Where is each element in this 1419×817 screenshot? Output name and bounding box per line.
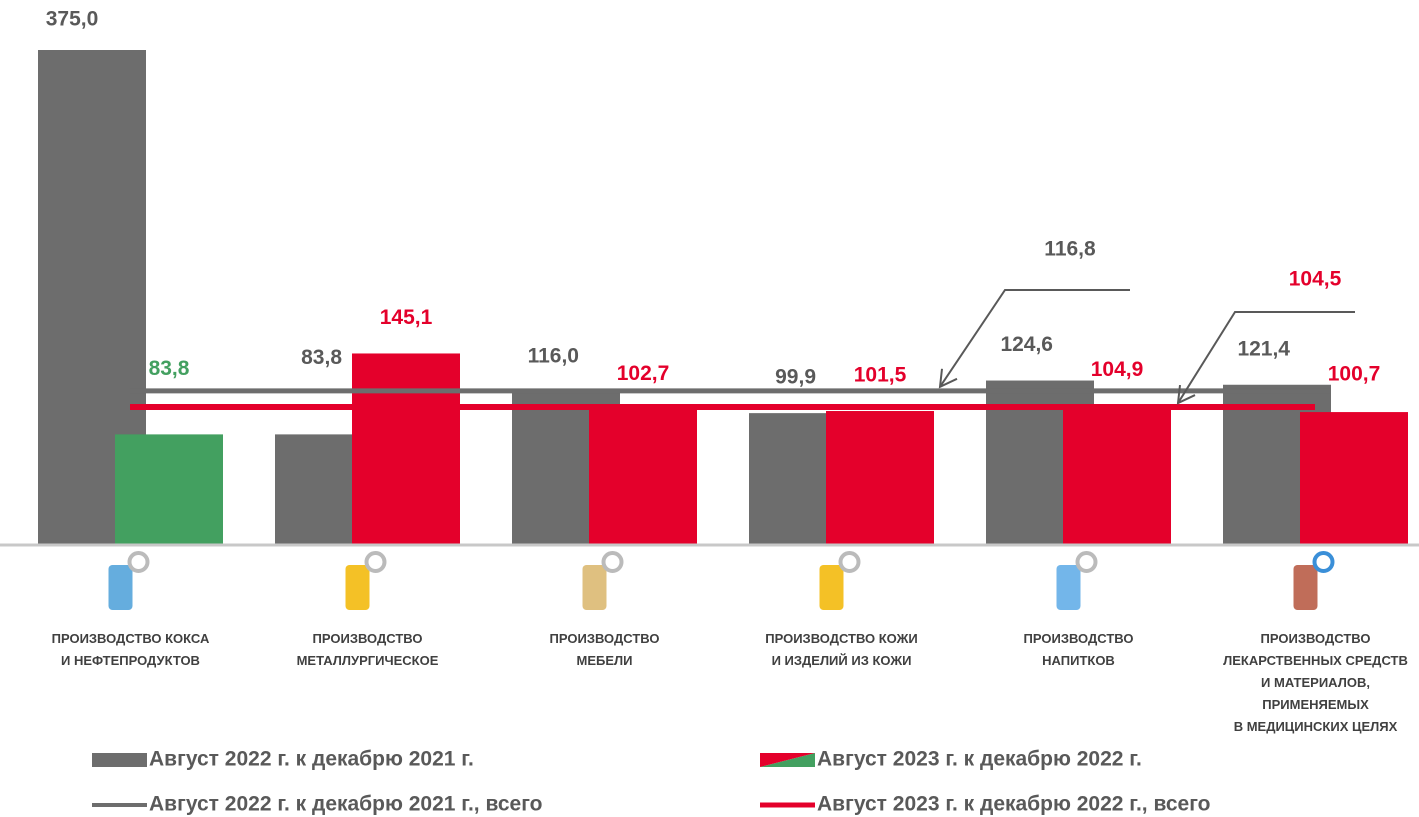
category-line: И МАТЕРИАЛОВ, xyxy=(1261,675,1370,690)
icon xyxy=(1293,565,1318,610)
icon xyxy=(108,565,133,610)
legend-label: Август 2023 г. к декабрю 2022 г., всего xyxy=(817,793,1211,816)
category-line: ПРОИЗВОДСТВО КОКСА xyxy=(52,631,210,646)
bar xyxy=(352,353,460,545)
category-line: ПРИМЕНЯЕМЫХ xyxy=(1262,697,1369,712)
icon-gear xyxy=(364,551,387,573)
icon xyxy=(1056,565,1081,610)
value-label: 145,1 xyxy=(380,306,433,329)
bar xyxy=(589,409,697,545)
icon xyxy=(819,565,844,610)
value-label: 116,0 xyxy=(528,344,579,367)
category-line: ЛЕКАРСТВЕННЫХ СРЕДСТВ xyxy=(1223,653,1408,668)
bar xyxy=(1300,412,1408,545)
callout xyxy=(939,289,1130,388)
icon-gear xyxy=(1312,551,1335,573)
value-label: 83,8 xyxy=(149,357,190,380)
category-label: ПРОИЗВОДСТВО НАПИТКОВ xyxy=(1024,631,1134,668)
category-line: В МЕДИЦИНСКИХ ЦЕЛЯХ xyxy=(1234,719,1398,734)
bar xyxy=(1063,406,1171,545)
value-label: 121,4 xyxy=(1237,337,1290,360)
reference-label: 104,5 xyxy=(1289,268,1342,291)
category-line: МЕБЕЛИ xyxy=(577,653,633,668)
category-line: ПРОИЗВОДСТВО xyxy=(1261,631,1371,646)
category-line: ПРОИЗВОДСТВО xyxy=(313,631,423,646)
category-label: ПРОИЗВОДСТВО МЕБЕЛИ xyxy=(550,631,660,668)
category-label: ПРОИЗВОДСТВО КОЖИ И ИЗДЕЛИЙ ИЗ КОЖИ xyxy=(765,631,917,668)
icon-gear xyxy=(838,551,861,573)
icons xyxy=(108,551,1335,610)
callout-arrow xyxy=(938,368,958,389)
value-label: 104,9 xyxy=(1091,358,1144,381)
bar xyxy=(826,411,934,545)
category-line: ПРОИЗВОДСТВО xyxy=(550,631,660,646)
category-label: ПРОИЗВОДСТВО ЛЕКАРСТВЕННЫХ СРЕДСТВ И МАТЕР… xyxy=(1223,631,1408,734)
category-line: ПРОИЗВОДСТВО КОЖИ xyxy=(765,631,917,646)
value-label: 100,7 xyxy=(1328,362,1381,385)
callout-arrow xyxy=(1176,384,1196,405)
category-line: ПРОИЗВОДСТВО xyxy=(1024,631,1134,646)
legend-swatch xyxy=(760,753,815,767)
bar xyxy=(115,434,223,545)
value-label: 375,0 xyxy=(46,8,99,31)
icon xyxy=(582,565,607,610)
callout xyxy=(1177,311,1355,404)
legend-label: Август 2022 г. к декабрю 2021 г. xyxy=(149,748,474,771)
legend-label: Август 2022 г. к декабрю 2021 г., всего xyxy=(149,793,543,816)
value-label: 101,5 xyxy=(854,364,907,387)
legend-label: Август 2023 г. к декабрю 2022 г. xyxy=(817,748,1142,771)
icon xyxy=(345,565,370,610)
icon-gear xyxy=(127,551,150,573)
value-label: 83,8 xyxy=(301,346,342,369)
category-label: ПРОИЗВОДСТВО КОКСА И НЕФТЕПРОДУКТОВ xyxy=(52,631,210,668)
value-label: 102,7 xyxy=(617,362,670,385)
legend-swatch xyxy=(92,753,147,767)
icon-gear xyxy=(601,551,624,573)
category-label: ПРОИЗВОДСТВО МЕТАЛЛУРГИЧЕСКОЕ xyxy=(297,631,439,668)
icon-gear xyxy=(1075,551,1098,573)
value-label: 124,6 xyxy=(1000,333,1053,356)
category-line: И НЕФТЕПРОДУКТОВ xyxy=(61,653,200,668)
category-line: НАПИТКОВ xyxy=(1042,653,1115,668)
category-line: И ИЗДЕЛИЙ ИЗ КОЖИ xyxy=(772,653,912,668)
category-line: МЕТАЛЛУРГИЧЕСКОЕ xyxy=(297,653,439,668)
reference-label: 116,8 xyxy=(1044,238,1096,261)
value-label: 99,9 xyxy=(775,366,816,389)
